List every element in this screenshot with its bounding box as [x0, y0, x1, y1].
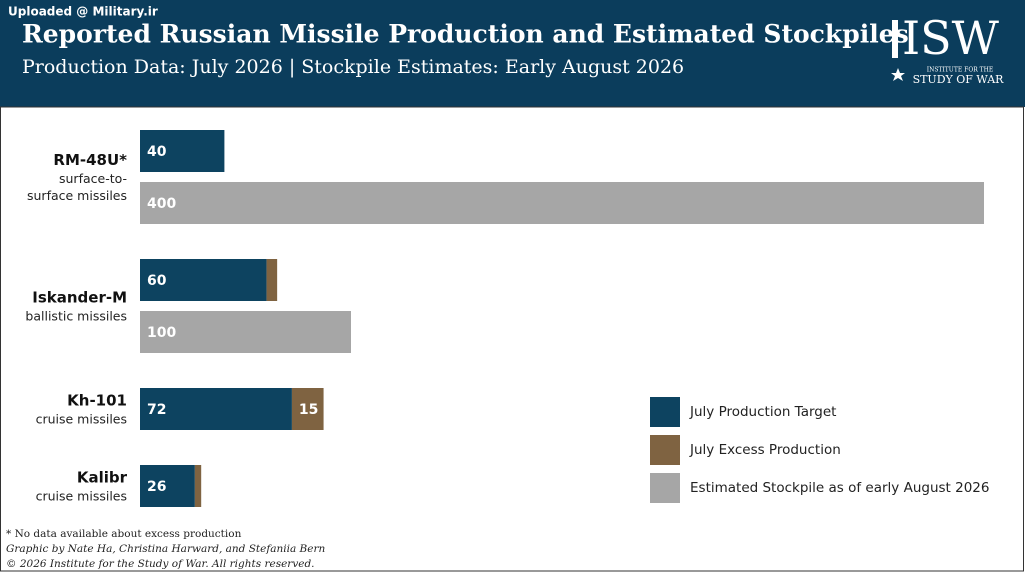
- frame: [0, 106, 1024, 572]
- footnote: Graphic by Nate Ha, Christina Harward, a…: [6, 543, 326, 555]
- category-label: Kalibr: [77, 469, 128, 487]
- bar: [291, 388, 324, 430]
- logo-line: INSTITUTE FOR THE: [927, 67, 994, 74]
- footnote: © 2026 Institute for the Study of War. A…: [6, 558, 315, 570]
- chart-subtitle: Production Data: July 2026 | Stockpile E…: [22, 56, 684, 78]
- category-label: Kh-101: [67, 392, 127, 410]
- category-description: surface missiles: [27, 188, 127, 203]
- bar: [140, 182, 984, 224]
- data-label: 72: [147, 402, 166, 418]
- bar: [140, 388, 292, 430]
- legend-swatch: [650, 397, 680, 427]
- bar: [140, 130, 225, 172]
- legend-label: Estimated Stockpile as of early August 2…: [690, 480, 989, 496]
- bar: [140, 465, 195, 507]
- data-label: 400: [147, 196, 176, 212]
- chart-title: Reported Russian Missile Production and …: [22, 20, 909, 49]
- category-description: cruise missiles: [36, 412, 127, 427]
- category-label: RM-48U*: [53, 151, 127, 169]
- data-label: 100: [147, 325, 176, 341]
- footnote: * No data available about excess product…: [6, 528, 242, 540]
- legend-label: July Excess Production: [689, 442, 841, 458]
- data-label: 40: [147, 144, 167, 160]
- logo-bar: [892, 20, 898, 58]
- category-description: cruise missiles: [36, 489, 127, 504]
- bar: [194, 465, 202, 507]
- category-description: surface-to-: [59, 171, 127, 186]
- category-description: ballistic missiles: [25, 309, 127, 324]
- logo-mark: ISW: [902, 11, 1000, 65]
- legend-label: July Production Target: [689, 404, 836, 420]
- logo-star: [891, 68, 905, 81]
- bar: [140, 311, 351, 353]
- bar: [140, 259, 267, 301]
- data-label: 60: [147, 273, 167, 289]
- logo-line: STUDY OF WAR: [913, 73, 1005, 86]
- bar: [266, 259, 278, 301]
- legend-swatch: [650, 473, 680, 503]
- header: [0, 0, 1025, 107]
- watermark: Uploaded @ Military.ir: [8, 5, 158, 19]
- legend-swatch: [650, 435, 680, 465]
- data-label: 26: [147, 479, 166, 495]
- data-label: 15: [299, 402, 318, 418]
- category-label: Iskander-M: [32, 289, 127, 307]
